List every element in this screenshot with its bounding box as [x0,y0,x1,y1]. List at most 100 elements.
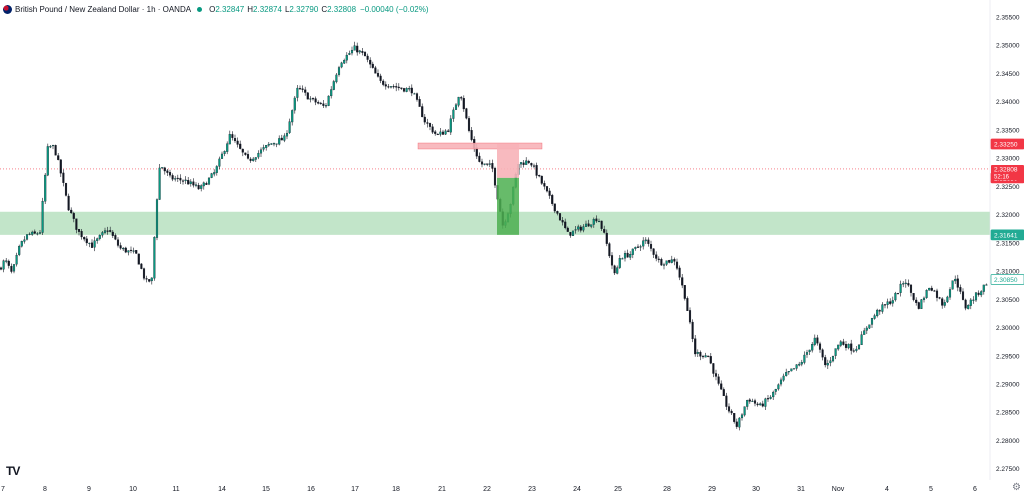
position-stop-area[interactable] [497,177,519,235]
candle-body [574,229,577,231]
candle [426,118,429,128]
candle [270,143,273,145]
price-tick-label: 2.32500 [996,184,1020,191]
price-tick-label: 2.30000 [996,325,1020,332]
ohlc-open-value: 2.32847 [215,5,245,14]
candle-body [738,417,741,428]
candle-body [275,143,278,145]
candle-body [954,278,957,282]
candle [392,84,395,89]
candle-body [535,165,538,176]
candle [444,129,447,136]
candle [265,144,268,151]
candle [889,298,892,306]
candle [470,126,473,142]
gear-icon[interactable]: ⚙ [1012,482,1021,493]
candle-body [363,52,367,57]
candle [371,61,374,69]
candle [127,250,130,256]
candle-body [730,410,733,414]
candle-body [571,230,575,237]
candle-body [894,292,897,301]
candle-body [480,161,484,165]
symbol-title[interactable]: British Pound / New Zealand Dollar · 1h … [15,5,192,14]
candle [314,96,317,106]
candle-body [662,264,666,266]
price-tick-label: 2.35000 [996,43,1020,50]
candle [272,142,276,147]
candle-body [717,376,720,384]
candle [644,237,647,244]
candle [176,174,179,182]
candle-body [525,160,528,165]
candle-body [444,130,447,135]
price-label-badge-bg [990,274,1024,285]
candle [811,341,814,353]
candle-body [714,373,718,377]
candle [296,85,299,102]
candle-body [980,291,983,296]
countdown-text: 52:16 [994,174,1010,180]
price-label-badge-text: 2.33250 [994,142,1018,149]
candle-body [358,50,361,53]
candle-body [961,291,965,300]
candle [322,100,325,108]
candle-body [912,293,915,300]
candle [870,317,874,328]
candle [428,122,432,131]
candle-body [764,398,767,407]
candle [155,198,159,241]
candle-body [584,223,588,227]
candle-body [397,86,400,89]
candle [564,218,567,230]
candle-body [629,254,632,258]
candle-body [395,86,398,88]
position-target-area[interactable] [497,144,519,178]
candle-body [324,105,328,107]
price-label-badge-text: 2.31641 [994,232,1018,239]
candle-body [298,88,302,90]
candle [293,95,296,114]
candle-body [696,352,699,354]
candle [519,162,523,168]
candle-body [782,375,785,381]
candle-body [106,230,109,232]
candle [174,175,177,182]
candle [457,96,460,108]
candle-body [317,102,320,104]
candle-body [967,305,970,309]
candle [964,298,967,311]
candle [330,86,333,99]
candle-body [704,355,707,358]
candle-body [454,104,458,110]
candle [582,224,585,233]
candle [847,343,850,350]
candle-body [280,137,283,141]
candle [148,279,151,283]
candle [350,46,354,56]
time-tick-label: 16 [307,486,315,493]
candle-body [686,298,689,312]
candle [319,101,322,105]
candle [369,57,372,69]
candle-body [938,297,941,299]
candle-body [465,108,468,119]
candle [618,255,621,270]
tradingview-logo-icon[interactable]: TV [6,464,20,478]
candle-body [291,110,294,123]
candle [556,210,559,216]
candle [548,187,551,199]
candle [41,197,44,236]
candle-body [930,287,933,291]
candle-body [709,356,712,364]
candle-body [171,175,174,180]
candles-layer [0,41,988,431]
candle-body [402,88,406,92]
time-tick-label: 9 [87,486,91,493]
candle [332,79,335,91]
candle-body [519,162,523,165]
candle [623,250,627,262]
candle-body [865,327,868,331]
candle-body [779,379,783,385]
